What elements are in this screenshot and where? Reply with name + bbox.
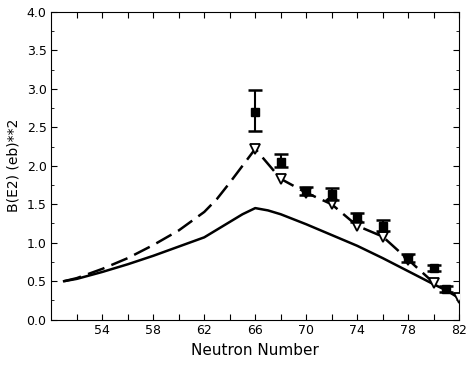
- X-axis label: Neutron Number: Neutron Number: [191, 343, 319, 358]
- Y-axis label: B(E2) (eb)**2: B(E2) (eb)**2: [7, 119, 21, 212]
